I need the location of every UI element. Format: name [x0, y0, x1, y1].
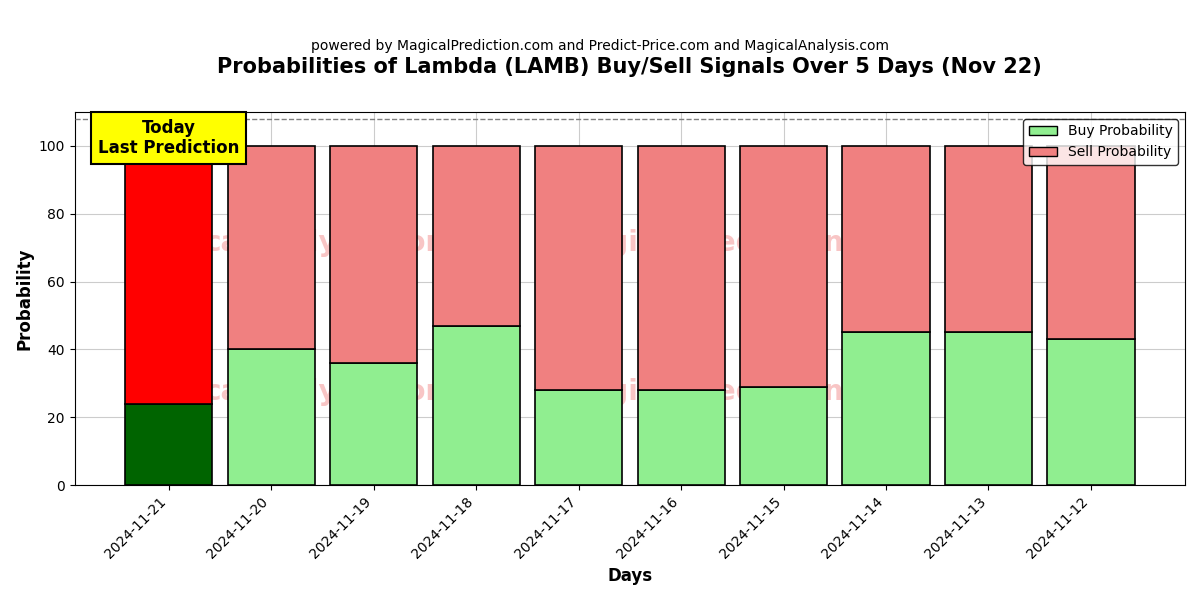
Bar	[228, 146, 314, 349]
Text: MagicalPrediction.com: MagicalPrediction.com	[563, 378, 919, 406]
Bar	[330, 363, 418, 485]
Bar	[740, 146, 827, 386]
Bar	[228, 349, 314, 485]
Text: calAnalysis.com: calAnalysis.com	[205, 378, 455, 406]
Bar	[125, 146, 212, 404]
Y-axis label: Probability: Probability	[16, 247, 34, 350]
Text: powered by MagicalPrediction.com and Predict-Price.com and MagicalAnalysis.com: powered by MagicalPrediction.com and Pre…	[311, 39, 889, 53]
Bar	[740, 386, 827, 485]
Bar	[125, 404, 212, 485]
Title: Probabilities of Lambda (LAMB) Buy/Sell Signals Over 5 Days (Nov 22): Probabilities of Lambda (LAMB) Buy/Sell …	[217, 57, 1043, 77]
Legend: Buy Probability, Sell Probability: Buy Probability, Sell Probability	[1024, 119, 1178, 165]
Text: co: co	[1079, 229, 1114, 257]
X-axis label: Days: Days	[607, 567, 653, 585]
Bar	[637, 146, 725, 390]
Bar	[330, 146, 418, 363]
Bar	[432, 146, 520, 326]
Bar	[637, 390, 725, 485]
Text: co: co	[1079, 378, 1114, 406]
Text: calAnalysis.com: calAnalysis.com	[205, 229, 455, 257]
Text: Today
Last Prediction: Today Last Prediction	[98, 119, 239, 157]
Bar	[944, 146, 1032, 332]
Bar	[432, 326, 520, 485]
Bar	[1048, 339, 1134, 485]
Bar	[535, 390, 622, 485]
Bar	[535, 146, 622, 390]
Bar	[944, 332, 1032, 485]
Bar	[842, 146, 930, 332]
Text: MagicalPrediction.com: MagicalPrediction.com	[563, 229, 919, 257]
Bar	[1048, 146, 1134, 339]
Bar	[842, 332, 930, 485]
